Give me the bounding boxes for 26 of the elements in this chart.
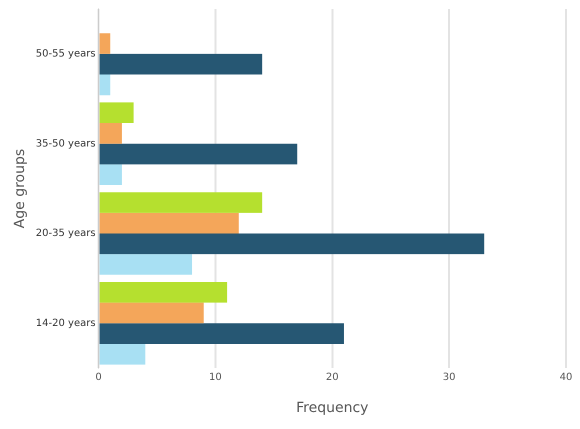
bar: [100, 234, 484, 254]
bar: [100, 164, 122, 186]
x-tick-label: 40: [560, 372, 572, 383]
bar: [100, 33, 110, 54]
bar: [100, 74, 110, 96]
bar: [100, 282, 228, 303]
bar: [100, 102, 134, 124]
y-axis-title: Age groups: [12, 148, 28, 228]
x-tick-label: 30: [442, 372, 456, 383]
x-tick-label: 10: [209, 372, 222, 383]
bar: [100, 302, 204, 324]
bar: [100, 254, 192, 275]
x-tick-label: 20: [326, 372, 339, 383]
bar: [100, 192, 262, 213]
y-tick-label: 35-50 years: [36, 138, 96, 150]
bar: [100, 344, 146, 365]
bar: [100, 323, 344, 344]
y-tick-label: 14-20 years: [36, 318, 96, 329]
bar: [100, 123, 122, 144]
y-tick-label: 50-55 years: [36, 48, 96, 60]
bar: [100, 144, 298, 164]
bar: [100, 54, 262, 75]
x-axis-title: Frequency: [296, 400, 368, 416]
bar: [100, 212, 239, 234]
x-tick-label: 0: [95, 372, 102, 383]
y-tick-label: 20-35 years: [36, 228, 96, 240]
